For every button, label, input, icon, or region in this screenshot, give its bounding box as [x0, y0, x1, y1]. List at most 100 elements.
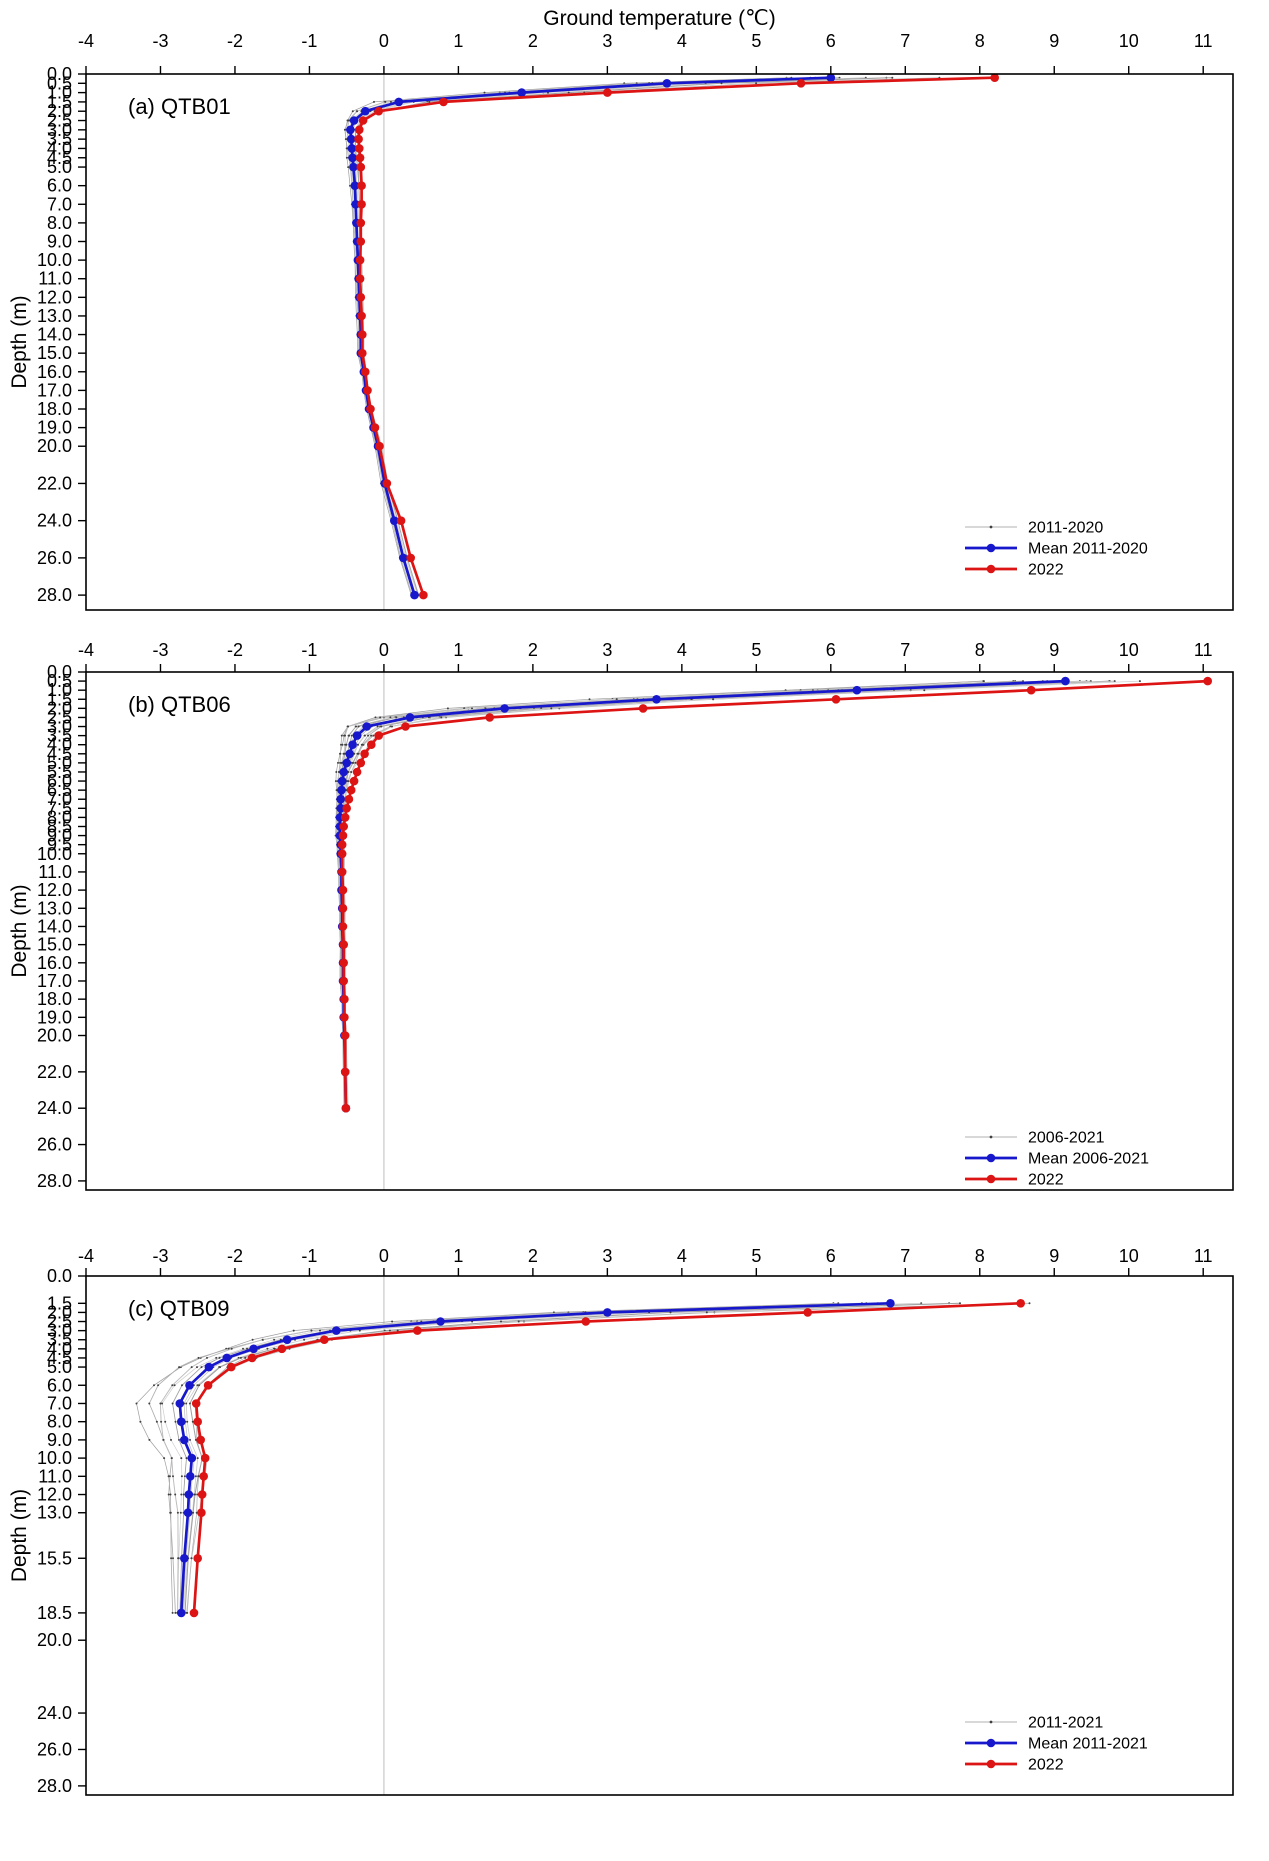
envelope-data-point: [446, 707, 449, 710]
envelope-data-point: [168, 1475, 171, 1478]
envelope-line: [338, 680, 1043, 1109]
depth-tick-label: 7.0: [47, 789, 72, 809]
envelope-data-point: [319, 1329, 321, 1332]
x-tick-label: 8: [975, 640, 985, 660]
envelope-data-point: [335, 771, 338, 773]
depth-tick-label: 19.0: [37, 418, 72, 438]
year-2022-line-point: [197, 1508, 206, 1517]
depth-tick-label: 15.5: [37, 1548, 72, 1568]
envelope-line: [346, 77, 811, 596]
envelope-data-point: [206, 1356, 208, 1359]
envelope-data-point: [160, 1420, 163, 1423]
envelope-data-point: [196, 1457, 199, 1460]
x-tick-label: 6: [826, 1246, 836, 1266]
x-axis-title: Ground temperature (℃): [543, 7, 776, 30]
panel-qtb01: -4 -3 -2 -1 0 1 2 3 4 5 6 7 8 9 10 11 0.00.51.01.52.02.5…: [8, 31, 1234, 611]
year-2022-line-point: [356, 218, 366, 228]
x-tick-label: 3: [602, 1246, 612, 1266]
envelope-line: [182, 1302, 922, 1613]
mean-line-point: [222, 1353, 232, 1363]
x-tick-label: 4: [677, 1246, 687, 1266]
envelope-data-point: [391, 1320, 394, 1323]
envelope-data-point: [239, 1356, 242, 1359]
x-tick-label: 3: [602, 31, 612, 51]
year-2022-line-point: [357, 200, 366, 209]
envelope-data-point: [200, 1366, 203, 1369]
year-2022-line-point: [344, 794, 354, 804]
envelope-data-point: [176, 1511, 179, 1514]
year-2022-line-point: [355, 255, 365, 265]
envelope-data-point: [347, 725, 350, 728]
envelope-data-point: [379, 716, 382, 719]
envelope-data-point: [343, 128, 346, 131]
year-2022-line-point: [338, 885, 348, 895]
year-2022-line-point: [338, 922, 348, 931]
envelope-data-point: [389, 100, 392, 103]
x-tick-label: 6: [826, 31, 836, 51]
envelope-data-point: [179, 1511, 182, 1514]
envelope-data-point: [357, 743, 359, 746]
envelope-data-point: [838, 76, 841, 79]
mean-line-point: [187, 1453, 197, 1463]
envelope-data-point: [174, 1420, 177, 1423]
envelope-data-point: [135, 1402, 138, 1405]
mean-line-point: [399, 553, 408, 563]
year-2022-line-point: [337, 867, 347, 877]
depth-tick-label: 8.5: [47, 816, 72, 836]
envelope-data-point: [172, 1475, 174, 1478]
depth-tick-label: 22.0: [37, 473, 72, 493]
envelope-data-point: [341, 743, 344, 746]
envelope-data-point: [705, 1311, 708, 1314]
depth-tick-label: 19.0: [37, 1007, 72, 1027]
envelope-line: [336, 680, 1014, 1109]
year-2022-line-point: [990, 73, 999, 82]
year-2022-line-point: [340, 994, 349, 1004]
mean-line-point: [852, 685, 862, 695]
depth-tick-label: 3.0: [47, 717, 72, 737]
envelope-data-point: [376, 725, 379, 728]
envelope-data-point: [169, 1493, 172, 1496]
envelope-data-point: [351, 761, 354, 764]
depth-tick-label: 6.0: [47, 771, 72, 791]
year-2022-line: [192, 1301, 1021, 1613]
depth-tick-label: 4.5: [47, 1348, 72, 1368]
envelope-data-point: [266, 1347, 269, 1350]
mean-line-point: [390, 516, 399, 525]
envelope-data-point: [355, 725, 357, 728]
x-tick-label: 7: [900, 1246, 910, 1266]
depth-tick-label: 12.0: [37, 287, 72, 307]
depth-tick-label: 1.5: [47, 1293, 72, 1313]
envelope-data-point: [180, 1457, 183, 1460]
envelope-data-point: [194, 1493, 196, 1496]
x-tick-label: 2: [528, 1246, 538, 1266]
year-2022-line-point: [247, 1353, 257, 1363]
year-2022-line-point: [401, 722, 410, 731]
depth-tick-label: 2.5: [47, 707, 72, 727]
depth-tick-label: 8.0: [47, 1412, 72, 1432]
year-2022-line-point: [357, 311, 366, 321]
year-2022-line-point: [339, 958, 349, 968]
x-tick-label: 1: [453, 1246, 463, 1266]
legend-label: 2011-2021: [1028, 1715, 1103, 1732]
mean-line-point: [345, 749, 355, 759]
envelope-data-point: [340, 761, 343, 764]
envelope-data-point: [440, 716, 443, 719]
depth-tick-label: 5.0: [47, 1357, 72, 1377]
envelope-data-point: [167, 1493, 170, 1496]
year-2022-line-point: [356, 758, 366, 768]
envelope-data-point: [183, 1475, 186, 1478]
envelope-data-point: [344, 734, 346, 737]
depth-tick-label: 4.0: [47, 735, 72, 755]
x-tick-label: 7: [900, 640, 910, 660]
envelope-data-point: [483, 91, 486, 94]
envelope-data-point: [391, 725, 393, 728]
depth-tick-label: 3.0: [47, 1321, 72, 1341]
envelope-line: [159, 1302, 862, 1613]
year-2022-line-point: [339, 940, 349, 949]
depth-tick-label: 9.5: [47, 835, 72, 855]
envelope-data-point: [1028, 1302, 1031, 1305]
mean-line-point: [352, 731, 362, 740]
year-2022-line-point: [358, 116, 368, 125]
envelope-data-point: [349, 184, 351, 187]
